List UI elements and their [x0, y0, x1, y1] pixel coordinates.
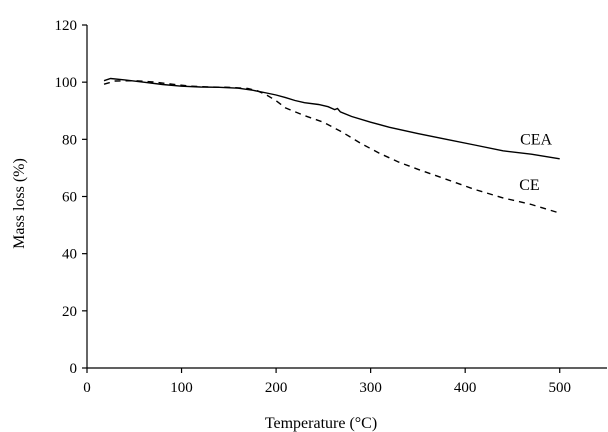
- x-axis-ticks: 0 100 200 300 400 500: [83, 368, 571, 396]
- x-tick-label: 100: [170, 380, 193, 396]
- series-line-ce: [103, 79, 560, 214]
- y-tick-label: 100: [55, 75, 78, 91]
- series-label-cea: CEA: [520, 131, 552, 148]
- x-axis-title: Temperature (°C): [265, 415, 377, 432]
- y-axis-ticks: 0 20 40 60 80 100 120: [55, 18, 87, 377]
- series-line-cea: [103, 77, 560, 160]
- series-layer: [103, 77, 560, 214]
- x-tick-label: 400: [454, 380, 477, 396]
- y-tick-label: 20: [62, 304, 77, 320]
- y-tick-label: 60: [62, 190, 77, 206]
- x-tick-label: 500: [548, 380, 571, 396]
- x-tick-label: 0: [83, 380, 91, 396]
- y-tick-label: 120: [55, 18, 78, 34]
- y-tick-label: 80: [62, 132, 77, 148]
- x-tick-label: 200: [265, 380, 288, 396]
- x-tick-label: 300: [359, 380, 382, 396]
- y-axis-title: Mass loss (%): [11, 158, 28, 249]
- y-tick-label: 0: [70, 361, 78, 377]
- y-tick-label: 40: [62, 247, 77, 263]
- series-label-ce: CE: [519, 177, 539, 194]
